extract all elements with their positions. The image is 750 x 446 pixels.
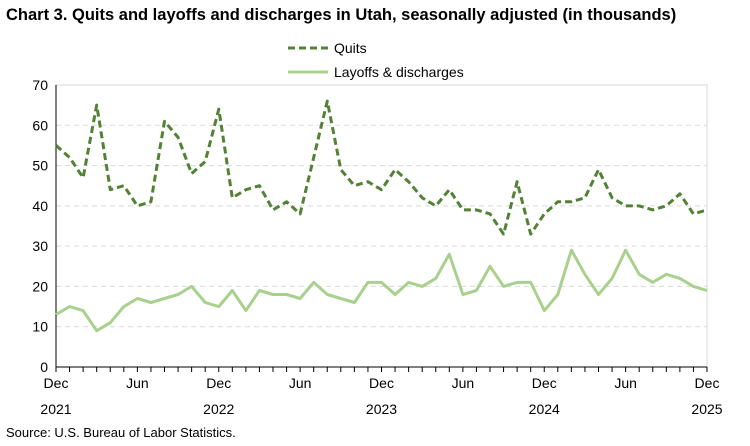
x-tick-year: 2023 (366, 401, 397, 417)
chart-title: Chart 3. Quits and layoffs and discharge… (6, 6, 677, 24)
x-tick-label: Dec (532, 375, 557, 391)
y-tick-label: 0 (40, 359, 48, 375)
x-tick-year: 2024 (529, 401, 560, 417)
y-tick-label: 40 (32, 198, 48, 214)
x-tick-label: Jun (126, 375, 149, 391)
y-tick-label: 70 (32, 77, 48, 93)
x-tick-label: Jun (289, 375, 312, 391)
y-tick-label: 30 (32, 238, 48, 254)
x-tick-year: 2022 (203, 401, 234, 417)
plot-area-border (55, 84, 708, 368)
y-tick-label: 20 (32, 278, 48, 294)
source-note: Source: U.S. Bureau of Labor Statistics. (6, 425, 236, 440)
x-tick-label: Jun (452, 375, 475, 391)
legend-label: Layoffs & discharges (334, 64, 464, 80)
x-tick-label: Dec (44, 375, 69, 391)
series-line-quits (55, 99, 708, 236)
x-tick-label: Dec (369, 375, 394, 391)
y-tick-label: 10 (32, 319, 48, 335)
legend-label: Quits (334, 40, 367, 56)
y-tick-label: 50 (32, 158, 48, 174)
x-tick-label: Jun (614, 375, 637, 391)
x-tick-label: Dec (206, 375, 231, 391)
series-line-layoffs-discharges (55, 248, 708, 333)
x-tick-year: 2021 (40, 401, 71, 417)
x-tick-label: Dec (695, 375, 720, 391)
x-tick-year: 2025 (691, 401, 722, 417)
y-tick-label: 60 (32, 117, 48, 133)
